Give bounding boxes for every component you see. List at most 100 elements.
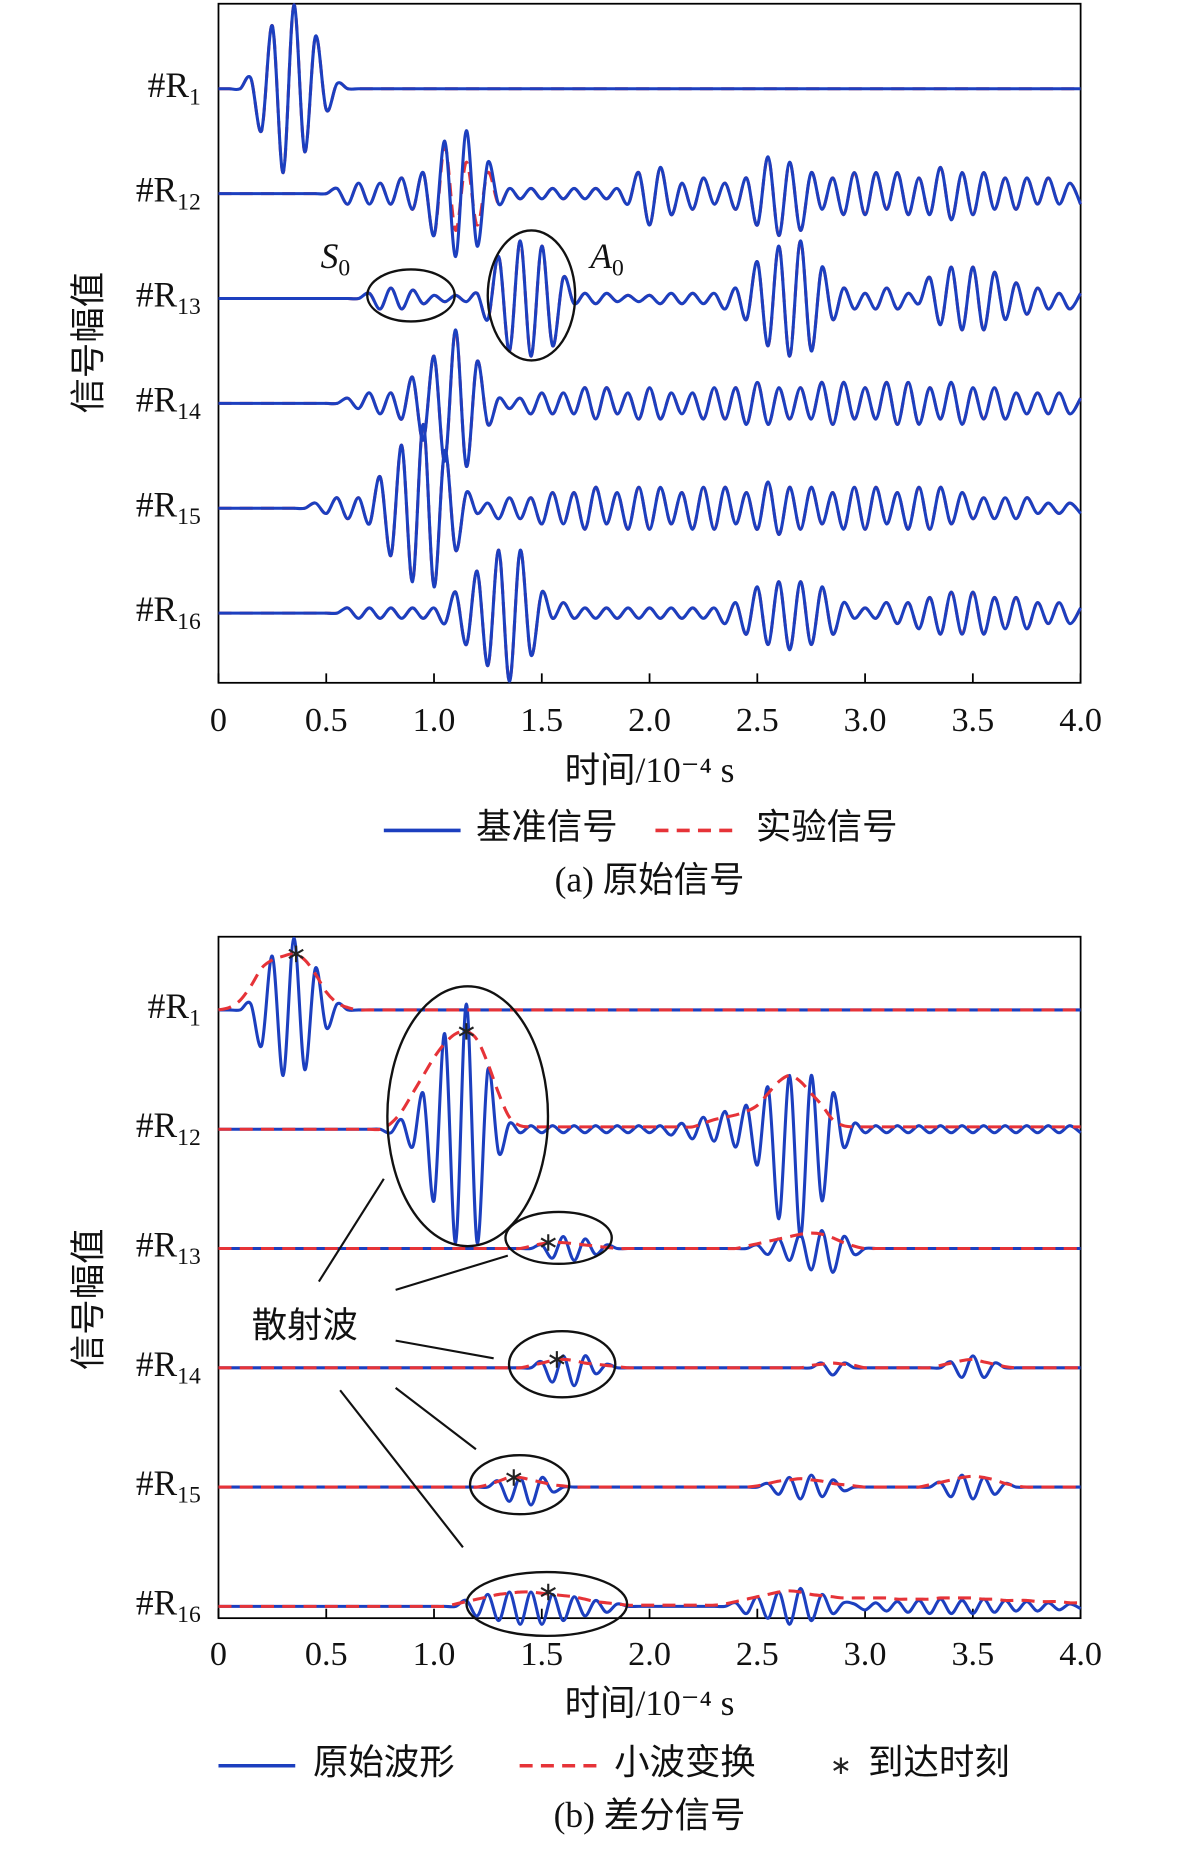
label-sub: 15 — [177, 504, 201, 530]
legend-star — [833, 1757, 849, 1775]
trace-label: #R16 — [136, 589, 201, 635]
solid-trace — [218, 1002, 1082, 1245]
trace-label: #R12 — [136, 170, 201, 216]
trace-label: #R16 — [136, 1582, 201, 1628]
dashed-trace — [218, 1474, 1081, 1489]
label-main: #R — [136, 170, 178, 210]
label-sub: 1 — [189, 85, 201, 111]
arrival-marker — [288, 945, 304, 963]
x-tick-label: 0.5 — [305, 1635, 348, 1673]
plot-frame — [217, 2, 1082, 684]
legend-label: 到达时刻 — [868, 1742, 1010, 1782]
highlight-ellipse — [468, 1454, 571, 1516]
legend-label: 原始波形 — [313, 1742, 455, 1782]
label-main: #R — [136, 1463, 178, 1503]
x-tick-label: 2.5 — [736, 1635, 779, 1673]
caption: (b) 差分信号 — [554, 1795, 746, 1835]
label-sub: 13 — [177, 295, 201, 321]
annotation-label: A0 — [588, 236, 623, 282]
solid-trace — [218, 1354, 1081, 1388]
x-tick-label: 2.5 — [736, 701, 779, 739]
trace-label: #R13 — [136, 1225, 201, 1271]
arrival-marker — [540, 1234, 556, 1251]
highlight-ellipse — [386, 985, 550, 1248]
label-main: #R — [136, 380, 178, 420]
x-tick-label: 0 — [210, 1635, 227, 1673]
x-tick-label: 1.5 — [520, 701, 563, 739]
pointer-line — [317, 1178, 385, 1283]
label-sub: 0 — [338, 256, 350, 282]
legend-label: 小波变换 — [614, 1742, 756, 1782]
highlight-ellipse — [366, 268, 456, 323]
dashed-trace — [218, 1357, 1081, 1370]
x-tick-label: 1.0 — [413, 701, 456, 739]
solid-trace — [218, 422, 1082, 589]
highlight-ellipse — [486, 229, 577, 362]
x-tick-label: 3.5 — [951, 701, 994, 739]
trace-label: #R1 — [148, 65, 201, 111]
label-main: #R — [148, 65, 190, 105]
trace-label: #R1 — [148, 986, 201, 1032]
pointer-line — [395, 1254, 509, 1291]
y-axis-label: 信号幅值 — [68, 1228, 108, 1370]
highlight-ellipse — [465, 1570, 629, 1638]
label-main: #R — [136, 484, 178, 524]
solid-trace — [218, 1473, 1081, 1507]
label-main: #R — [136, 1344, 178, 1384]
label-main: #R — [136, 1582, 178, 1622]
x-tick-label: 3.0 — [844, 1635, 887, 1673]
pointer-line — [395, 1339, 494, 1360]
solid-trace — [218, 239, 1082, 358]
arrival-marker — [506, 1469, 522, 1486]
dashed-trace — [218, 1589, 1081, 1609]
label-main: #R — [136, 589, 178, 629]
label-sub: 1 — [189, 1006, 201, 1032]
label-sub: 13 — [177, 1245, 201, 1271]
label-main: #R — [136, 1105, 178, 1145]
label-main: #R — [136, 275, 178, 315]
pointer-line — [394, 1387, 477, 1451]
plot-frame — [217, 935, 1082, 1620]
label-sub: 14 — [177, 1364, 201, 1390]
solid-trace — [218, 129, 1083, 259]
trace-label: #R12 — [136, 1105, 201, 1151]
label-sub: 16 — [177, 1602, 201, 1628]
arrival-marker — [458, 1023, 475, 1040]
caption: (a) 原始信号 — [555, 860, 745, 900]
trace-label: #R15 — [136, 1463, 201, 1509]
dashed-trace — [218, 1029, 1081, 1132]
trace-label: #R13 — [136, 275, 201, 321]
solid-trace — [218, 3, 1081, 175]
label-main: #R — [136, 1225, 178, 1265]
label-sub: 12 — [177, 190, 201, 216]
label-sub: 15 — [177, 1483, 201, 1509]
trace-label: #R15 — [136, 484, 201, 530]
x-tick-label: 1.0 — [413, 1635, 456, 1673]
x-tick-label: 3.5 — [951, 1635, 994, 1673]
label-sub: 16 — [177, 609, 201, 635]
x-tick-label: 0.5 — [305, 701, 348, 739]
arrival-marker — [549, 1351, 565, 1368]
x-axis-label: 时间/10⁻⁴ s — [565, 1683, 735, 1723]
x-tick-label: 3.0 — [844, 701, 887, 739]
annotation-label: 散射波 — [252, 1305, 358, 1345]
x-tick-label: 2.0 — [628, 1635, 671, 1673]
x-axis-label: 时间/10⁻⁴ s — [565, 750, 735, 790]
solid-trace — [218, 328, 1082, 468]
label-sub: 0 — [612, 256, 624, 282]
legend-label: 基准信号 — [476, 807, 618, 847]
x-tick-label: 4.0 — [1059, 1635, 1102, 1673]
highlight-ellipse — [504, 1210, 613, 1266]
dashed-trace — [218, 952, 1081, 1012]
x-tick-label: 1.5 — [520, 1635, 563, 1673]
trace-label: #R14 — [136, 380, 201, 426]
x-tick-label: 2.0 — [628, 701, 671, 739]
label-sub: 12 — [177, 1125, 201, 1151]
label-sub: 14 — [177, 399, 201, 425]
highlight-ellipse — [507, 1329, 617, 1399]
label-main: A — [588, 236, 612, 276]
label-main: S — [321, 236, 339, 276]
dashed-trace — [218, 1231, 1081, 1251]
